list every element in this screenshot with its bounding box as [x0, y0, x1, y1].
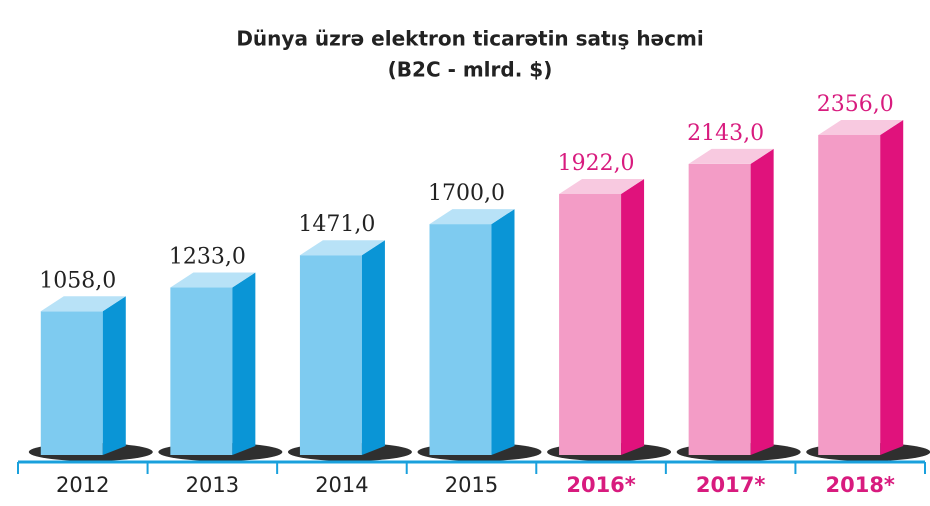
value-label: 1233,0 [169, 245, 246, 270]
bar-top [40, 296, 126, 312]
x-tick-label: 2018* [825, 473, 894, 497]
bar-top [170, 272, 256, 288]
bar-side [621, 178, 645, 455]
bar-side [880, 120, 904, 455]
bars: 1058,0 1233,0 1471,0 1700,0 1922,0 2143,0 2356… [39, 92, 904, 455]
x-tick-label: 2014 [315, 473, 368, 497]
bar [429, 224, 492, 455]
bar-top [818, 120, 904, 135]
bar-side [361, 240, 385, 455]
bar-top [429, 209, 515, 225]
bar [299, 255, 362, 455]
value-label: 2356,0 [817, 92, 894, 117]
bar [40, 311, 103, 455]
bar-top [559, 178, 645, 194]
bar [688, 163, 751, 455]
bar-side [750, 148, 774, 455]
x-tick-label: 2013 [186, 473, 239, 497]
value-label: 1471,0 [298, 212, 375, 237]
chart-title: Dünya üzrə elektron ticarətin satış həcm… [236, 27, 703, 51]
bar [559, 193, 622, 455]
chart-subtitle: (B2C - mlrd. $) [388, 58, 553, 82]
value-label: 1700,0 [428, 181, 505, 206]
bar [818, 135, 881, 455]
x-tick-label: 2017* [696, 473, 765, 497]
bar-side [102, 296, 126, 455]
value-label: 1922,0 [558, 151, 635, 176]
bar [170, 287, 233, 455]
value-label: 1058,0 [39, 268, 116, 293]
x-tick-label: 2015 [445, 473, 498, 497]
value-label: 2143,0 [687, 121, 764, 146]
x-tick-label: 2012 [56, 473, 109, 497]
bar-side [491, 209, 515, 455]
bar-top [688, 148, 774, 164]
bar-top [299, 240, 385, 256]
bar-side [232, 272, 256, 455]
x-tick-label: 2016* [566, 473, 635, 497]
